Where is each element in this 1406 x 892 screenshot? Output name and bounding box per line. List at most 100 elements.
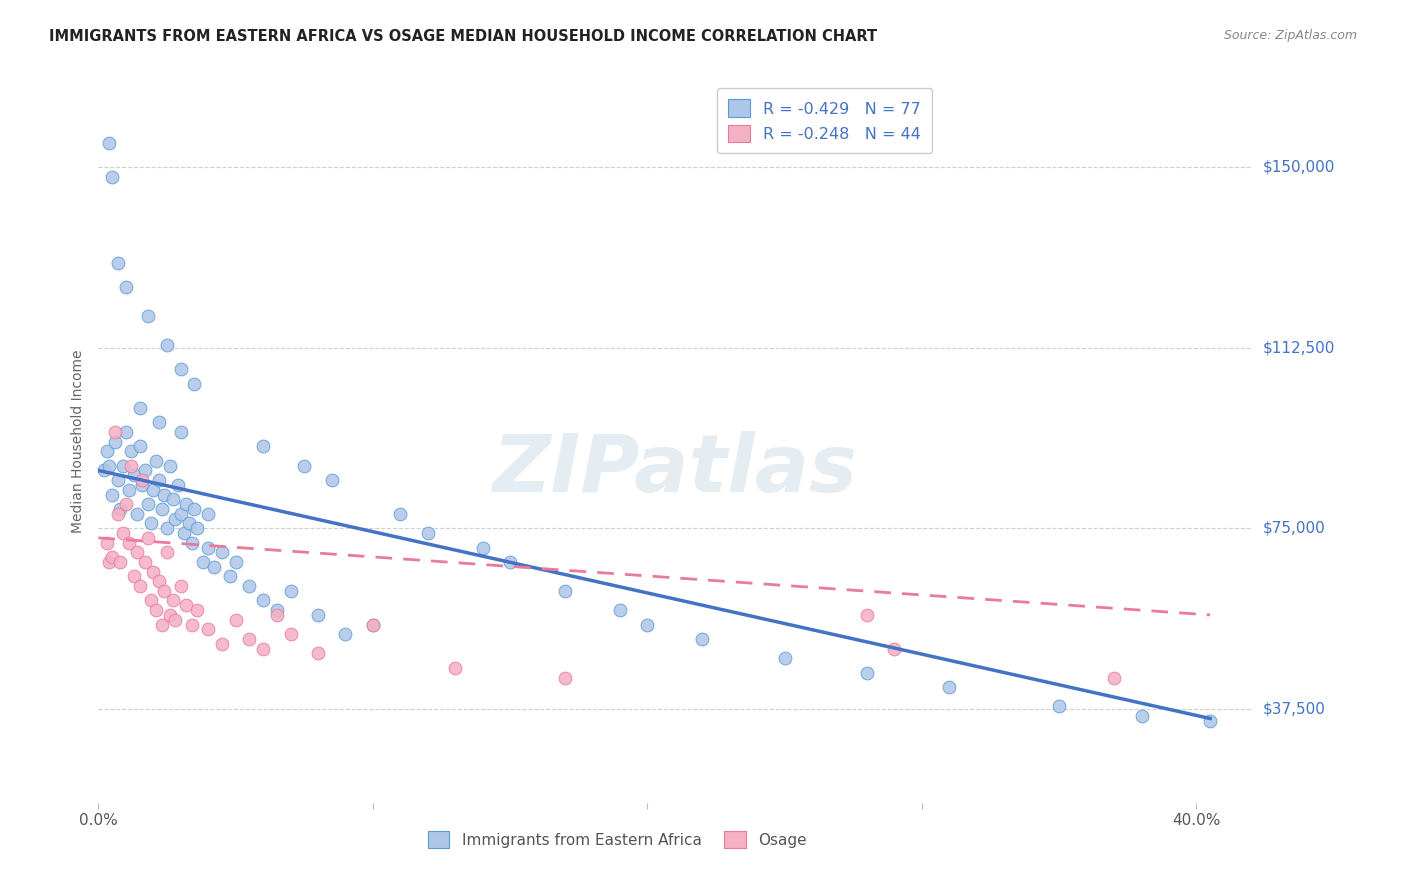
Point (186, 521, 208, 535)
Point (115, 280, 138, 294)
Text: $112,500: $112,500 (1263, 340, 1334, 355)
Text: ZIPatlas: ZIPatlas (492, 432, 858, 509)
Point (883, 641, 905, 656)
Point (636, 617, 658, 632)
Point (554, 583, 576, 598)
Point (145, 603, 167, 617)
Point (307, 607, 329, 622)
Point (238, 632, 260, 646)
Y-axis label: Median Household Income: Median Household Income (72, 350, 86, 533)
Text: $37,500: $37,500 (1263, 701, 1326, 716)
Point (180, 535, 202, 549)
Point (292, 458, 315, 473)
Point (1102, 671, 1125, 685)
Point (153, 583, 176, 598)
Point (170, 425, 193, 439)
Point (128, 401, 150, 415)
Point (136, 497, 159, 511)
Point (197, 507, 219, 521)
Point (122, 569, 145, 583)
Point (211, 637, 233, 651)
Legend: Immigrants from Eastern Africa, Osage: Immigrants from Eastern Africa, Osage (416, 819, 818, 860)
Point (120, 444, 142, 458)
Point (131, 478, 153, 492)
Point (128, 579, 150, 593)
Point (186, 603, 208, 617)
Point (136, 310, 159, 324)
Point (142, 483, 165, 497)
Point (938, 680, 960, 694)
Point (115, 497, 138, 511)
Point (107, 256, 129, 270)
Point (156, 338, 179, 352)
Point (856, 665, 879, 680)
Point (134, 463, 156, 477)
Point (252, 439, 274, 453)
Point (101, 169, 124, 184)
Point (167, 478, 190, 492)
Point (177, 516, 200, 531)
Point (191, 555, 214, 569)
Point (165, 613, 187, 627)
Point (120, 458, 142, 473)
Point (266, 607, 288, 622)
Point (159, 607, 181, 622)
Point (162, 492, 184, 507)
Point (307, 647, 329, 661)
Point (252, 593, 274, 607)
Point (139, 593, 162, 607)
Point (148, 415, 170, 429)
Point (499, 555, 522, 569)
Point (98, 555, 121, 569)
Point (225, 555, 247, 569)
Point (150, 502, 173, 516)
Point (173, 526, 195, 541)
Point (856, 607, 879, 622)
Point (98, 458, 121, 473)
Point (101, 550, 124, 565)
Point (609, 603, 631, 617)
Point (107, 507, 129, 521)
Point (197, 541, 219, 555)
Point (150, 617, 173, 632)
Point (96, 444, 118, 458)
Point (266, 603, 288, 617)
Point (98, 136, 121, 150)
Point (128, 439, 150, 453)
Point (96, 535, 118, 549)
Point (110, 555, 132, 569)
Point (471, 541, 494, 555)
Point (211, 545, 233, 559)
Point (134, 555, 156, 569)
Point (165, 511, 187, 525)
Point (197, 623, 219, 637)
Point (159, 458, 181, 473)
Point (125, 545, 148, 559)
Point (139, 516, 162, 531)
Point (225, 613, 247, 627)
Point (162, 593, 184, 607)
Text: Source: ZipAtlas.com: Source: ZipAtlas.com (1223, 29, 1357, 42)
Point (335, 627, 357, 641)
Point (174, 599, 197, 613)
Point (145, 454, 167, 468)
Point (174, 497, 197, 511)
Point (104, 425, 127, 439)
Point (252, 641, 274, 656)
Point (170, 362, 193, 376)
Point (117, 535, 139, 549)
Point (692, 632, 714, 646)
Point (1130, 709, 1153, 723)
Point (117, 483, 139, 497)
Point (93, 463, 115, 477)
Point (136, 531, 159, 545)
Point (180, 617, 202, 632)
Point (153, 487, 176, 501)
Point (280, 583, 302, 598)
Point (122, 468, 145, 483)
Point (202, 559, 225, 574)
Point (361, 617, 384, 632)
Point (156, 545, 179, 559)
Point (131, 473, 153, 487)
Point (416, 526, 439, 541)
